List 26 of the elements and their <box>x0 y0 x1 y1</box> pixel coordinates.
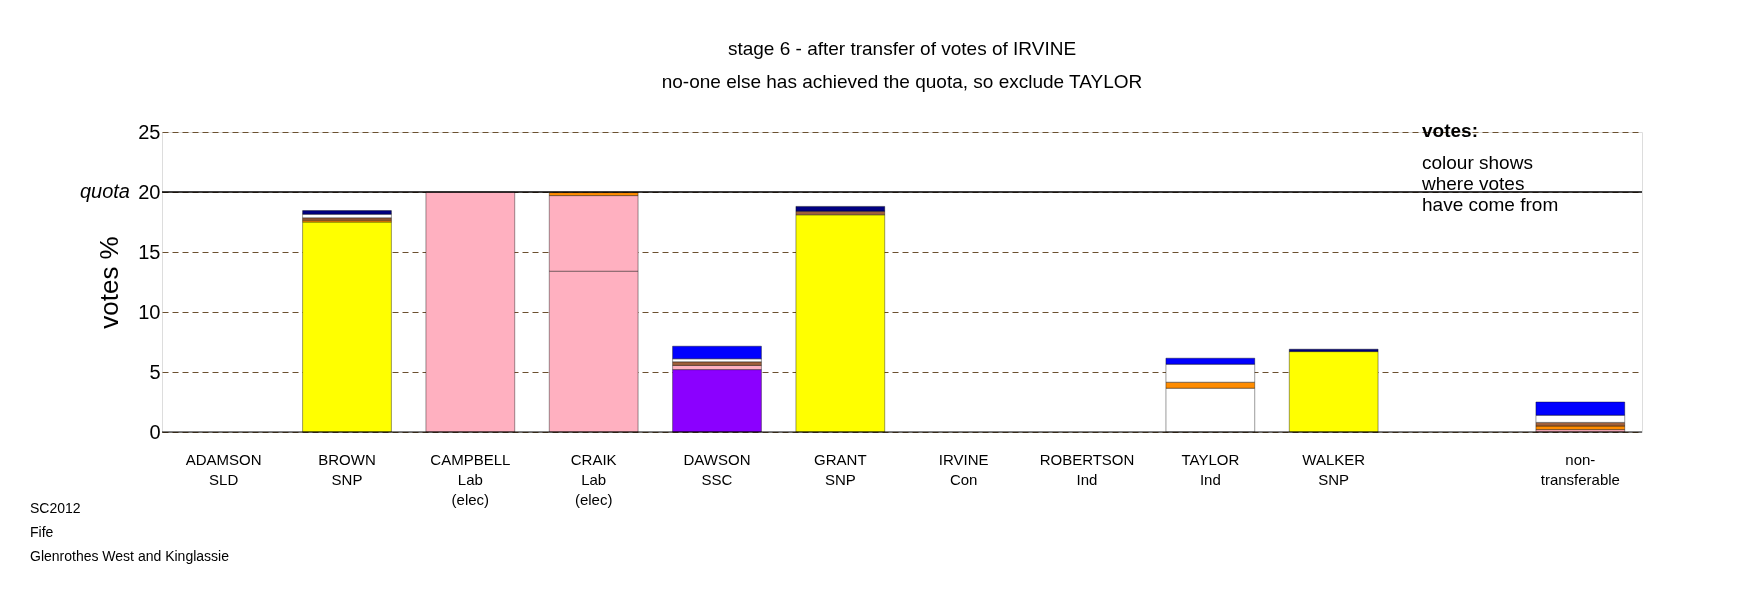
text: SC2012 <box>30 500 81 516</box>
annotation: colour shows where votes have come from <box>1421 152 1559 215</box>
x-tick-label: DAWSON SSC <box>683 450 751 488</box>
x-tick-label: non- transferable <box>1540 450 1620 488</box>
chart-title: stage 6 - after transfer of votes of IRVINE <box>727 38 1077 59</box>
x-tick-label: IRVINE Con <box>938 450 989 488</box>
chart-subtitle: no-one else has achieved the quota, so exclude TAYLOR <box>661 71 1143 92</box>
x-tick-label: ROBERTSON Ind <box>1039 450 1135 488</box>
y-tick-label: 15 <box>138 240 161 263</box>
y-tick-label: 5 <box>149 360 161 383</box>
x-tick-label: GRANT SNP <box>814 450 867 488</box>
y-tick-label: 0 <box>149 420 161 443</box>
annotation: votes: <box>1422 120 1478 141</box>
y-axis-title: votes % <box>94 236 125 329</box>
x-tick-label: CAMPBELL Lab (elec) <box>430 450 511 508</box>
ref-line-label: quota <box>79 180 130 202</box>
x-tick-label: TAYLOR Ind <box>1181 450 1240 488</box>
x-tick-label: BROWN SNP <box>318 450 376 488</box>
y-tick-label: 20 <box>138 180 161 203</box>
y-tick-label: 10 <box>138 300 161 323</box>
text: Glenrothes West and Kinglassie <box>30 548 230 564</box>
text: Fife <box>30 524 54 540</box>
x-tick-label: CRAIK Lab (elec) <box>570 450 617 508</box>
x-tick-label: WALKER SNP <box>1302 450 1366 488</box>
x-tick-label: ADAMSON SLD <box>185 450 262 488</box>
y-tick-label: 25 <box>138 120 161 143</box>
